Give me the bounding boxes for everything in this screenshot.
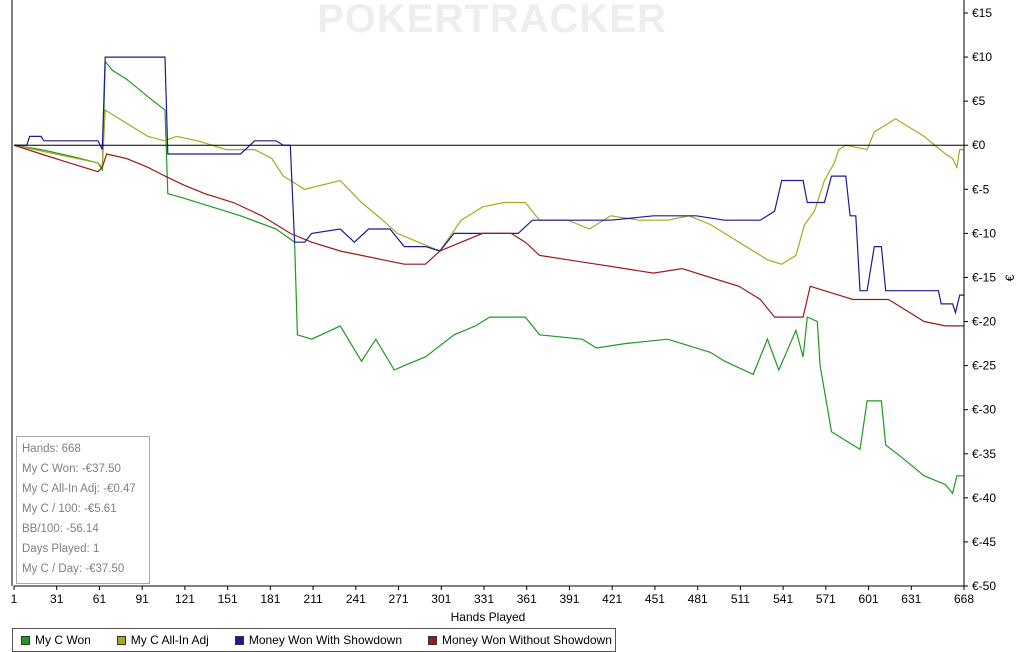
y-tick-label: €10: [972, 50, 992, 64]
chart-legend: My C Won My C All-In Adj Money Won With …: [12, 628, 616, 652]
x-tick-label: 541: [773, 592, 793, 606]
y-tick-label: €0: [972, 138, 986, 152]
series-line-1: [13, 108, 964, 265]
legend-item-won-without-showdown[interactable]: Money Won Without Showdown: [428, 633, 612, 647]
x-tick-label: 211: [304, 592, 323, 606]
series-layer: [13, 56, 964, 495]
stats-bb-per-100: BB/100: -56.14: [22, 523, 99, 535]
y-tick-label: €15: [972, 6, 992, 20]
legend-swatch: [21, 635, 30, 645]
x-tick-label: 451: [645, 592, 665, 606]
y-tick-label: €-40: [972, 491, 996, 505]
y-ticks: €15 €10 €5 €0 €-5 €-10 €-15 €-20 €-25 €-30 €-35 €-4…: [964, 6, 996, 593]
legend-swatch: [428, 635, 438, 645]
series-line-2: [14, 56, 964, 315]
x-tick-label: 1: [11, 592, 18, 606]
x-tick-label: 631: [901, 592, 921, 606]
legend-item-won-with-showdown[interactable]: Money Won With Showdown: [234, 633, 403, 647]
y-tick-label: €-30: [972, 403, 996, 417]
stats-my-c-per-100: My C / 100: -€5.61: [22, 503, 117, 515]
x-tick-label: 511: [731, 592, 750, 606]
y-tick-label: €-5: [972, 182, 990, 196]
stats-all-in-adj: My C All-In Adj: -€0.47: [22, 483, 136, 495]
x-tick-label: 571: [816, 592, 836, 606]
y-tick-label: €5: [972, 94, 986, 108]
x-tick-label: 601: [859, 592, 879, 606]
x-tick-label: 181: [260, 592, 280, 606]
y-tick-label: €-50: [972, 579, 996, 593]
x-tick-label: 481: [688, 592, 708, 606]
x-tick-label: 91: [136, 592, 150, 606]
x-tick-label: 151: [218, 592, 238, 606]
x-tick-label: 241: [346, 592, 366, 606]
legend-swatch: [234, 635, 244, 645]
x-tick-label: 331: [474, 592, 494, 606]
x-tick-label: 271: [389, 592, 409, 606]
y-tick-label: €-35: [972, 447, 996, 461]
stats-my-c-won: My C Won: -€37.50: [22, 463, 121, 475]
stats-box: Hands: 668 My C Won: -€37.50 My C All-In…: [16, 436, 150, 584]
y-tick-label: €-45: [972, 535, 996, 549]
y-tick-label: €-15: [972, 270, 996, 284]
series-line-3: [13, 144, 964, 327]
x-tick-label: 361: [517, 592, 537, 606]
poker-tracker-watermark: POKERTRACKER: [317, 0, 667, 41]
legend-label: My C Won: [35, 633, 91, 647]
x-tick-label: 61: [93, 592, 107, 606]
y-tick-label: €-25: [972, 359, 996, 373]
stats-hands: Hands: 668: [22, 443, 81, 455]
x-tick-label: 31: [50, 592, 64, 606]
x-tick-label: 668: [954, 592, 974, 606]
legend-item-all-in-adj[interactable]: My C All-In Adj: [116, 633, 209, 647]
stats-days-played: Days Played: 1: [22, 543, 100, 555]
x-tick-label: 421: [602, 592, 622, 606]
legend-label: My C All-In Adj: [130, 633, 209, 647]
y-tick-label: €-20: [972, 315, 996, 329]
x-axis-title: Hands Played: [451, 610, 526, 624]
x-tick-label: 121: [175, 592, 195, 606]
x-tick-label: 301: [431, 592, 451, 606]
series-line-0: [13, 59, 964, 495]
legend-label: Money Won With Showdown: [248, 633, 403, 647]
legend-item-my-c-won[interactable]: My C Won: [21, 633, 91, 647]
x-tick-label: 391: [559, 592, 579, 606]
legend-swatch: [116, 635, 126, 645]
stats-my-c-per-day: My C / Day: -€37.50: [22, 563, 125, 575]
x-ticks: 1 31 61 91 121 151 181 211 241 271 301 331 361 391 421…: [11, 586, 974, 606]
y-tick-label: €-10: [972, 226, 996, 240]
y-axis-title: €: [1003, 274, 1017, 281]
legend-label: Money Won Without Showdown: [442, 633, 612, 647]
